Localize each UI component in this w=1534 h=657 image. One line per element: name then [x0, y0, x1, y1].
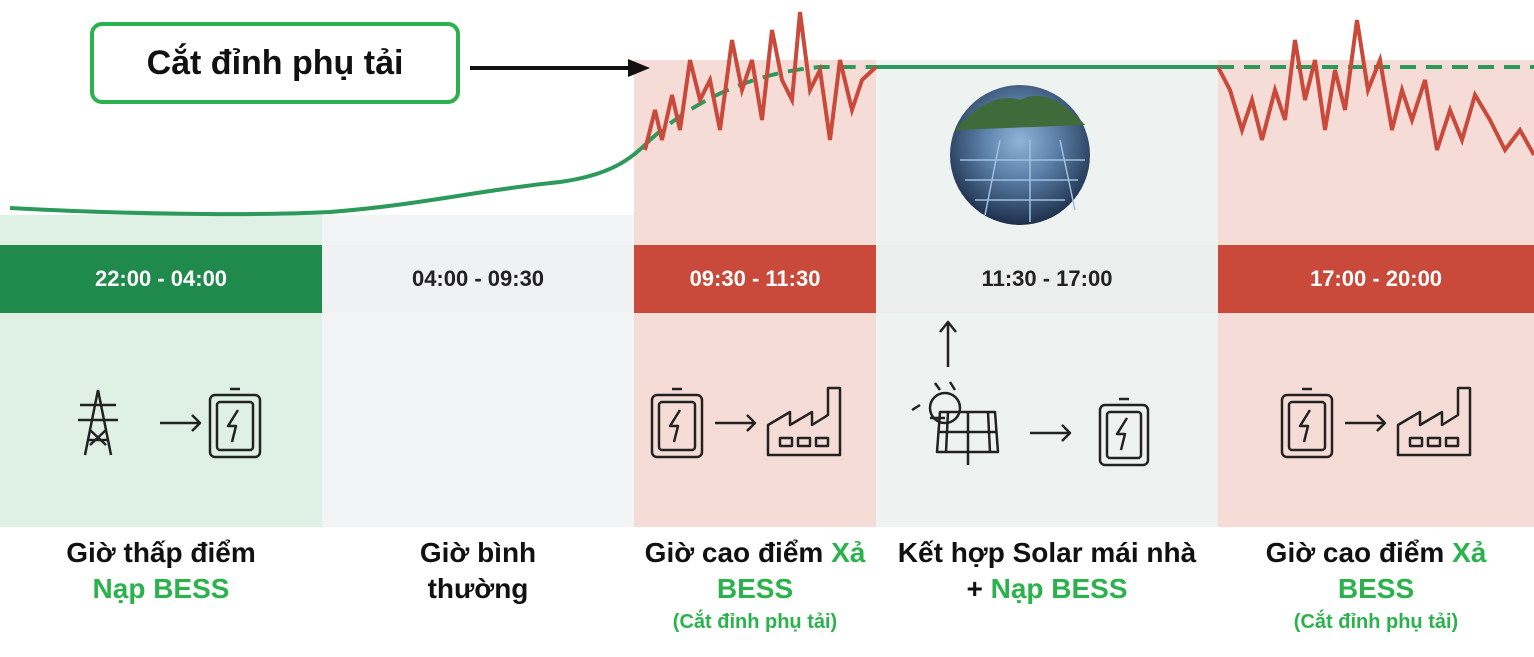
arrow-icon: [1030, 424, 1072, 442]
arrow-icon: [715, 414, 757, 432]
caption-text: Giờ bình thường: [419, 537, 537, 604]
column-caption: Giờ cao điểm Xả BESS (Cắt đỉnh phụ tải): [625, 535, 885, 637]
caption-note: (Cắt đỉnh phụ tải): [1293, 611, 1459, 633]
caption-action: Xả BESS: [716, 537, 866, 604]
load-spikes: [1216, 19, 1534, 156]
column-caption: Kết hợp Solar mái nhà + Nạp BESS: [897, 535, 1197, 607]
callout-arrowhead: [628, 59, 650, 77]
factory-icon: [1396, 386, 1472, 457]
arrow-icon: [1345, 414, 1387, 432]
column-caption: Giờ cao điểm Xả BESS (Cắt đỉnh phụ tải): [1236, 535, 1516, 637]
load-curve: [9, 138, 652, 217]
battery-icon: [208, 387, 262, 459]
arrow-icon: [939, 320, 957, 367]
time-band: 04:00 - 09:30: [322, 245, 634, 313]
time-band: 22:00 - 04:00: [0, 245, 322, 313]
time-band: 17:00 - 20:00: [1218, 245, 1534, 313]
caption-text: Giờ thấp điểm: [66, 537, 256, 568]
battery-icon: [1280, 387, 1334, 459]
caption-text: Giờ cao điểm: [1265, 537, 1445, 568]
solar-photo-hills: [955, 95, 1085, 130]
caption-action: Nạp BESS: [92, 573, 230, 604]
solar-photo-panels: [960, 139, 1085, 222]
battery-icon: [1098, 397, 1150, 467]
column-caption: Giờ thấp điểm Nạp BESS: [61, 535, 261, 607]
caption-text: Giờ cao điểm: [644, 537, 824, 568]
caption-action: Xả BESS: [1337, 537, 1487, 604]
caption-action: Nạp BESS: [990, 573, 1128, 604]
time-band: 09:30 - 11:30: [634, 245, 876, 313]
battery-icon: [650, 387, 704, 459]
caption-note: (Cắt đỉnh phụ tải): [672, 611, 838, 633]
peak-limit: [648, 65, 876, 142]
time-band: 11:30 - 17:00: [876, 245, 1218, 313]
load-spikes: [643, 11, 878, 151]
column-caption: Giờ bình thường: [388, 535, 568, 607]
caption-text: Kết hợp Solar mái nhà +: [897, 537, 1197, 604]
factory-icon: [766, 386, 842, 457]
callout: Cắt đỉnh phụ tải: [90, 22, 460, 104]
pylon-icon: [78, 389, 118, 456]
arrow-icon: [160, 414, 202, 432]
solar-icon: [911, 381, 1000, 465]
